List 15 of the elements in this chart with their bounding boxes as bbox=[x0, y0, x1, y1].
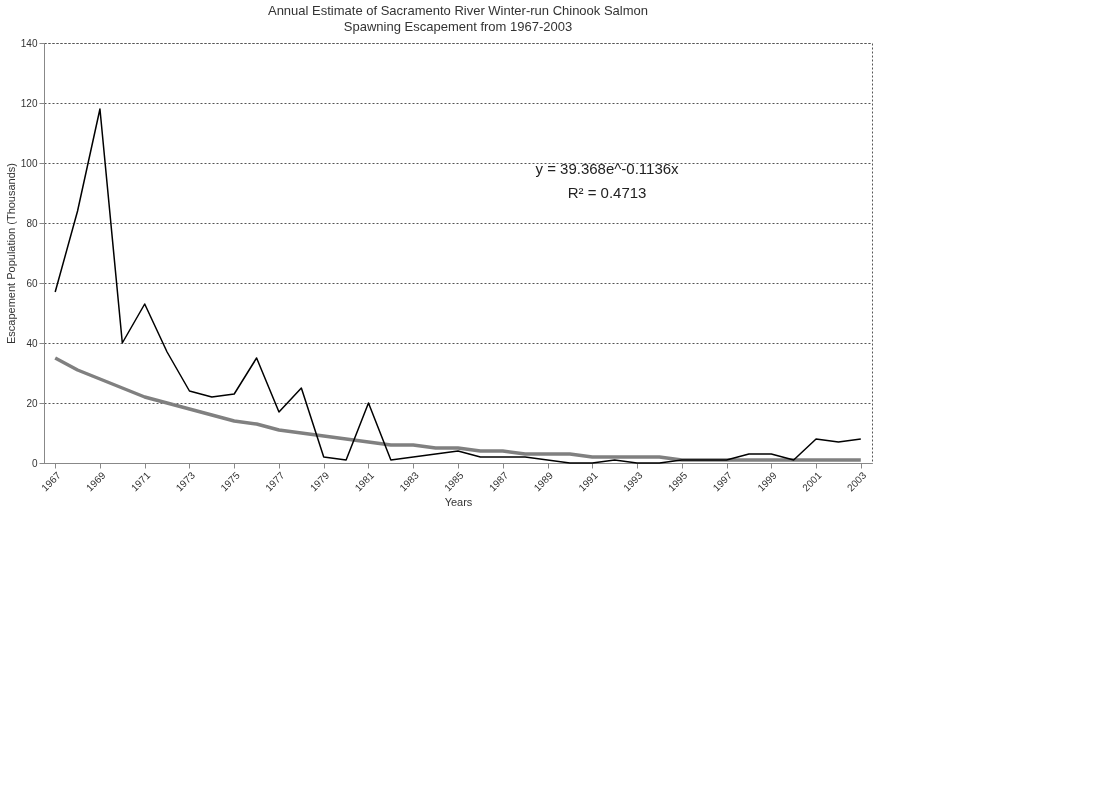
y-tick-label: 20 bbox=[26, 397, 38, 409]
y-tick-label: 100 bbox=[20, 157, 38, 169]
y-tick-label: 0 bbox=[31, 457, 38, 469]
x-axis-title: Years bbox=[444, 496, 473, 509]
y-tick-label: 60 bbox=[26, 277, 38, 289]
y-tick-label: 140 bbox=[20, 37, 38, 49]
annotation: y = 39.368e^-0.1136x bbox=[535, 160, 680, 177]
annotation: R² = 0.4713 bbox=[567, 184, 647, 201]
y-tick-label: 40 bbox=[26, 337, 38, 349]
y-axis-title: Escapement Population (Thousands) bbox=[4, 163, 17, 344]
line-series bbox=[54, 108, 862, 464]
y-tick-label: 80 bbox=[26, 217, 38, 229]
chart-subtitle: Spawning Escapement from 1967-2003 bbox=[343, 19, 573, 34]
chart-title: Annual Estimate of Sacramento River Winter-run Chinook Salmon bbox=[267, 3, 649, 18]
y-tick-label: 120 bbox=[20, 97, 38, 109]
